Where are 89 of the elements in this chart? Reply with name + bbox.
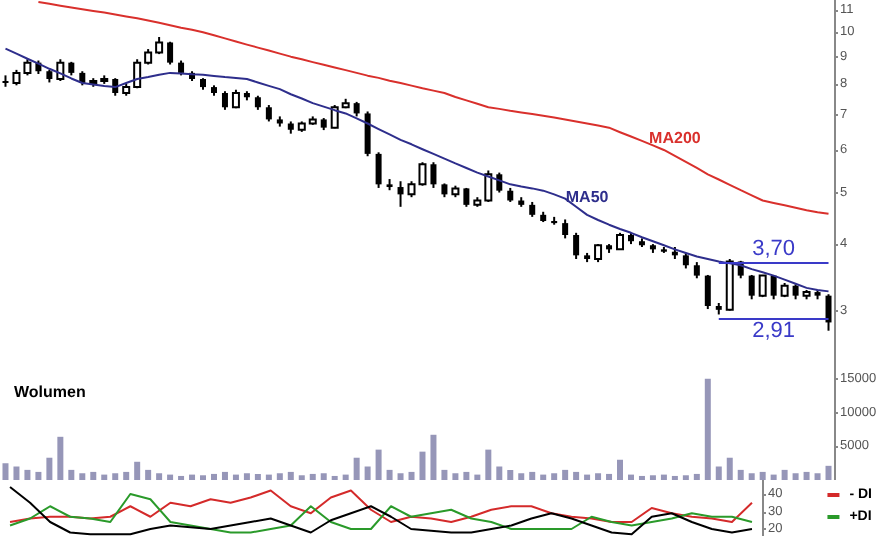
bar [221,471,228,480]
candlestick [704,273,711,311]
line-series [9,489,753,523]
candlestick [364,110,371,158]
candlestick [594,243,603,264]
candlestick [748,273,755,301]
candlestick [496,171,503,194]
bar [573,471,580,480]
bar [627,474,634,480]
candlestick [770,273,777,301]
bar [814,473,821,480]
text: Wolumen [14,383,86,401]
bar [232,474,239,480]
bar [452,473,459,480]
bar [726,457,733,480]
bar [430,434,437,480]
bar [35,471,42,480]
series-label: MA200 [649,128,702,147]
line-series [4,47,830,293]
bar [496,466,503,480]
candlestick [430,161,437,189]
bar [353,457,360,480]
line-series [37,1,830,215]
bar [474,474,481,480]
bar [441,469,448,480]
bar [210,473,217,480]
bar [46,457,53,480]
bar [540,474,547,480]
bar [704,378,711,480]
candlestick [825,293,832,332]
bar [584,474,591,480]
bar [112,473,119,480]
bar [24,469,31,480]
series-label: MA50 [565,187,610,206]
candlestick [397,180,404,208]
bar [13,466,20,480]
bar [68,469,75,480]
bar [320,473,327,480]
bar [375,449,382,480]
bar [189,474,196,480]
bar [595,473,602,480]
bar [90,471,97,480]
bar [792,473,799,480]
bar [748,473,755,480]
bar [145,469,152,480]
bar [265,474,272,480]
bar [364,466,371,480]
bar [463,471,470,480]
candlestick [375,151,382,189]
bar [737,469,744,480]
bar [79,473,86,480]
bar [529,471,536,480]
candlestick [562,218,569,240]
bar [309,473,316,480]
bar [562,469,569,480]
ref-line-label: 2,91 [752,318,796,343]
bar [660,474,667,480]
bar [397,473,404,480]
bar [551,473,558,480]
bar [276,473,283,480]
bar [781,469,788,480]
bar [606,473,613,480]
bar [2,463,9,480]
bar [507,469,514,480]
bar [101,474,108,480]
bar [386,469,393,480]
bar [803,471,810,480]
bar [156,473,163,480]
bar [485,449,492,480]
bar [825,465,832,480]
bar [408,471,415,480]
ref-line-label: 3,70 [752,237,796,262]
candlestick [221,90,228,111]
bar [243,473,250,480]
bar [693,473,700,480]
bar [770,474,777,480]
bar [518,473,525,480]
bar [287,471,294,480]
bar [419,451,426,480]
bar [759,471,766,480]
bar [617,459,624,480]
bar [254,473,261,480]
bar [167,474,174,480]
bar [134,461,141,480]
bar [342,474,349,480]
bar [57,436,64,480]
bar [715,466,722,480]
bar [123,471,130,480]
candlestick [573,231,580,261]
